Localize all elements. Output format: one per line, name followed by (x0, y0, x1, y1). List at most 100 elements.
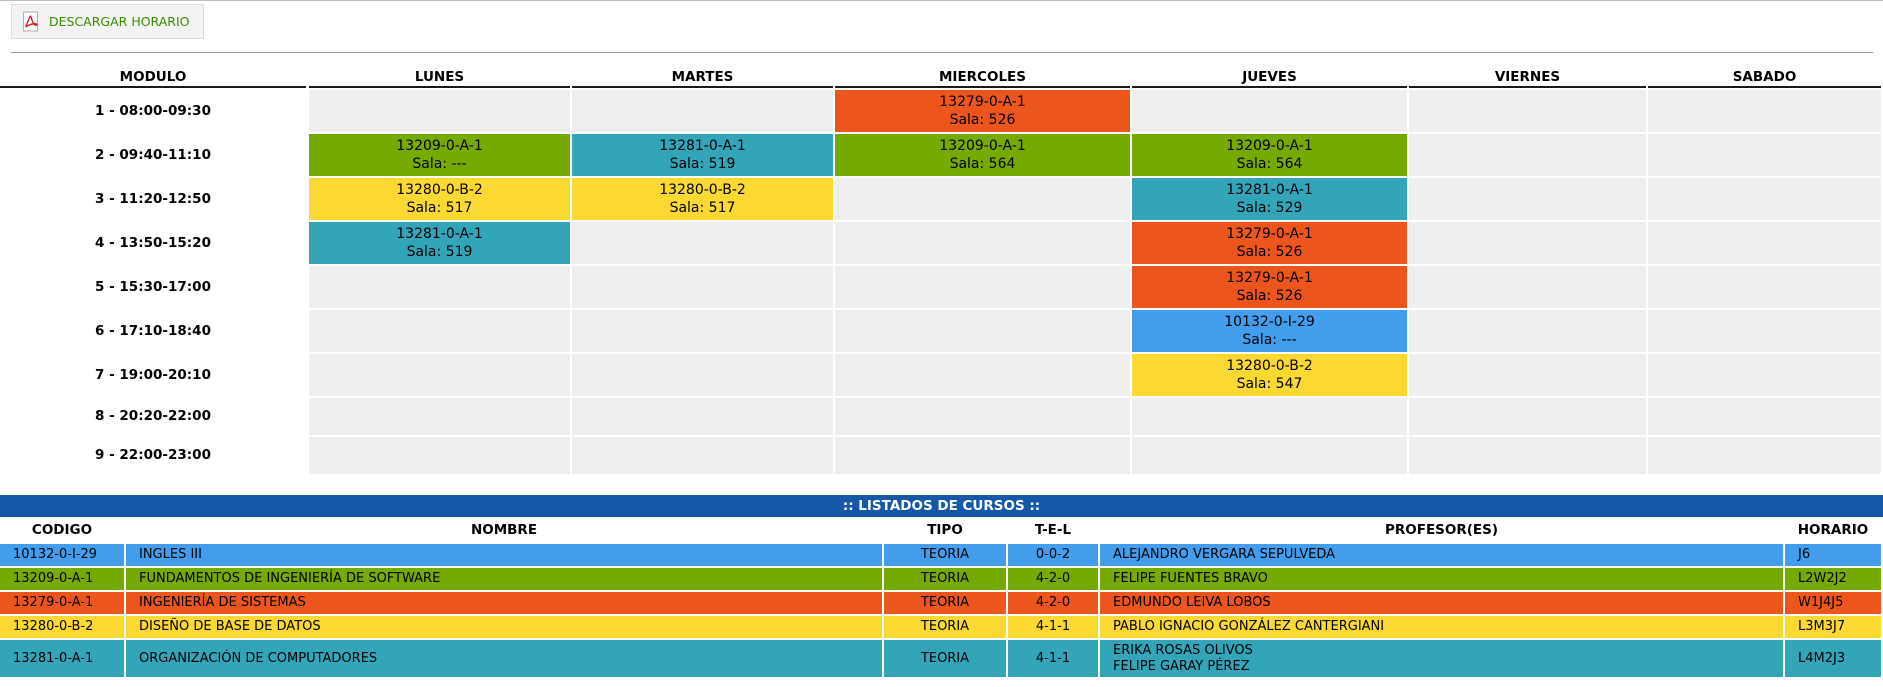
schedule-row: 7 - 19:00-20:10 13280-0-B-2 Sala: 547 (0, 354, 1883, 396)
section-divider (11, 52, 1873, 53)
schedule-slot-empty (835, 266, 1130, 308)
slot-code: 13209-0-A-1 (396, 138, 483, 154)
course-nombre: INGLES III (126, 544, 882, 566)
slot-room: Sala: 526 (1236, 244, 1303, 260)
slot-code: 13279-0-A-1 (1226, 270, 1313, 286)
column-header-tel: T-E-L (1034, 522, 1072, 538)
slot-room: Sala: 529 (1236, 200, 1303, 216)
schedule-row: 5 - 15:30-17:00 13279-0-A-1 Sala: 526 (0, 266, 1883, 308)
module-label: 7 - 19:00-20:10 (95, 367, 211, 383)
course-tel: 0-0-2 (1008, 544, 1098, 566)
schedule-slot[interactable]: 13209-0-A-1 Sala: 564 (835, 134, 1130, 176)
course-tipo: TEORIA (884, 640, 1006, 677)
schedule-slot-empty (1409, 266, 1646, 308)
course-nombre: ORGANIZACIÓN DE COMPUTADORES (126, 640, 882, 677)
slot-room: Sala: 547 (1236, 376, 1303, 392)
schedule-slot-empty (309, 398, 570, 435)
course-nombre: INGENIERÍA DE SISTEMAS (126, 592, 882, 614)
slot-code: 13281-0-A-1 (396, 226, 483, 242)
schedule-slot[interactable]: 13279-0-A-1 Sala: 526 (1132, 266, 1407, 308)
schedule-row: 8 - 20:20-22:00 (0, 398, 1883, 435)
course-horario: L3M3J7 (1785, 616, 1881, 638)
column-header-tipo: TIPO (927, 522, 963, 538)
download-schedule-button[interactable]: DESCARGAR HORARIO (11, 4, 204, 39)
schedule-slot-empty (1409, 134, 1646, 176)
course-horario: J6 (1785, 544, 1881, 566)
schedule-slot-empty (1648, 134, 1881, 176)
slot-code: 13281-0-A-1 (659, 138, 746, 154)
professor-name: PABLO IGNACIO GONZÁLEZ CANTERGIANI (1113, 619, 1385, 634)
schedule-slot[interactable]: 13280-0-B-2 Sala: 517 (309, 178, 570, 220)
header-jueves: JUEVES (1132, 66, 1407, 88)
module-label: 1 - 08:00-09:30 (95, 103, 211, 119)
slot-room: Sala: 526 (1236, 288, 1303, 304)
schedule-slot[interactable]: 13279-0-A-1 Sala: 526 (1132, 222, 1407, 264)
slot-code: 13280-0-B-2 (396, 182, 483, 198)
course-profesores: EDMUNDO LEIVA LOBOS (1100, 592, 1783, 614)
schedule-slot-empty (835, 222, 1130, 264)
header-modulo: MODULO (0, 66, 306, 88)
schedule-row: 1 - 08:00-09:30 13279-0-A-1 Sala: 526 (0, 90, 1883, 132)
slot-room: Sala: 517 (406, 200, 473, 216)
column-header-horario: HORARIO (1797, 522, 1869, 538)
course-profesores: FELIPE FUENTES BRAVO (1100, 568, 1783, 590)
schedule-slot-empty (309, 437, 570, 474)
course-horario: W1J4J5 (1785, 592, 1881, 614)
schedule-slot-empty (1409, 398, 1646, 435)
course-tel: 4-1-1 (1008, 640, 1098, 677)
module-label: 6 - 17:10-18:40 (95, 323, 211, 339)
schedule-slot-empty (1409, 437, 1646, 474)
slot-room: Sala: 519 (406, 244, 473, 260)
schedule-slot-empty (1648, 354, 1881, 396)
schedule-slot-empty (1409, 222, 1646, 264)
schedule-slot-empty (1648, 266, 1881, 308)
schedule-slot-empty (1648, 437, 1881, 474)
schedule-slot-empty (309, 354, 570, 396)
schedule-slot-empty (572, 310, 833, 352)
schedule-slot[interactable]: 13281-0-A-1 Sala: 519 (572, 134, 833, 176)
course-nombre: FUNDAMENTOS DE INGENIERÍA DE SOFTWARE (126, 568, 882, 590)
schedule-slot-empty (1409, 90, 1646, 132)
course-tel: 4-2-0 (1008, 592, 1098, 614)
course-codigo: 13209-0-A-1 (0, 568, 124, 590)
slot-room: Sala: --- (1242, 332, 1297, 348)
schedule-slot[interactable]: 13209-0-A-1 Sala: --- (309, 134, 570, 176)
course-profesores: ERIKA ROSAS OLIVOS FELIPE GARAY PÉREZ (1100, 640, 1783, 677)
schedule-slot-empty (835, 398, 1130, 435)
module-label: 4 - 13:50-15:20 (95, 235, 211, 251)
schedule-slot-empty (572, 90, 833, 132)
professor-name: ALEJANDRO VERGARA SEPULVEDA (1113, 547, 1336, 562)
schedule-slot[interactable]: 13209-0-A-1 Sala: 564 (1132, 134, 1407, 176)
schedule-slot[interactable]: 13279-0-A-1 Sala: 526 (835, 90, 1130, 132)
slot-room: Sala: 519 (669, 156, 736, 172)
column-header-codigo: CODIGO (31, 522, 93, 538)
course-tel: 4-2-0 (1008, 568, 1098, 590)
slot-code: 13280-0-B-2 (659, 182, 746, 198)
schedule-slot[interactable]: 10132-0-I-29 Sala: --- (1132, 310, 1407, 352)
course-tel: 4-1-1 (1008, 616, 1098, 638)
course-codigo: 13279-0-A-1 (0, 592, 124, 614)
schedule-slot-empty (1648, 398, 1881, 435)
schedule-slot-empty (1648, 90, 1881, 132)
professor-name: ERIKA ROSAS OLIVOS (1113, 642, 1253, 658)
schedule-slot-empty (1132, 398, 1407, 435)
schedule-slot-empty (1409, 310, 1646, 352)
course-tipo: TEORIA (884, 544, 1006, 566)
header-martes: MARTES (572, 66, 833, 88)
schedule-slot-empty (1132, 90, 1407, 132)
course-horario: L2W2J2 (1785, 568, 1881, 590)
schedule-slot[interactable]: 13281-0-A-1 Sala: 519 (309, 222, 570, 264)
schedule-slot[interactable]: 13281-0-A-1 Sala: 529 (1132, 178, 1407, 220)
top-divider (0, 0, 1883, 1)
course-tipo: TEORIA (884, 616, 1006, 638)
schedule-slot[interactable]: 13280-0-B-2 Sala: 517 (572, 178, 833, 220)
schedule-slot-empty (572, 266, 833, 308)
schedule-slot-empty (835, 354, 1130, 396)
schedule-slot-empty (309, 90, 570, 132)
schedule-slot-empty (572, 222, 833, 264)
professor-name: FELIPE FUENTES BRAVO (1113, 571, 1268, 586)
schedule-slot-empty (1648, 222, 1881, 264)
course-row: 10132-0-I-29 INGLES III TEORIA 0-0-2 ALEJAND… (0, 544, 1883, 566)
header-viernes: VIERNES (1409, 66, 1646, 88)
schedule-slot[interactable]: 13280-0-B-2 Sala: 547 (1132, 354, 1407, 396)
